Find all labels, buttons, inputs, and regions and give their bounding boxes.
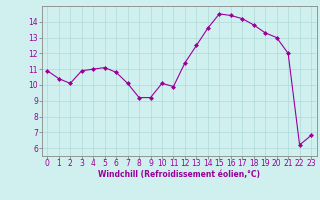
X-axis label: Windchill (Refroidissement éolien,°C): Windchill (Refroidissement éolien,°C) bbox=[98, 170, 260, 179]
